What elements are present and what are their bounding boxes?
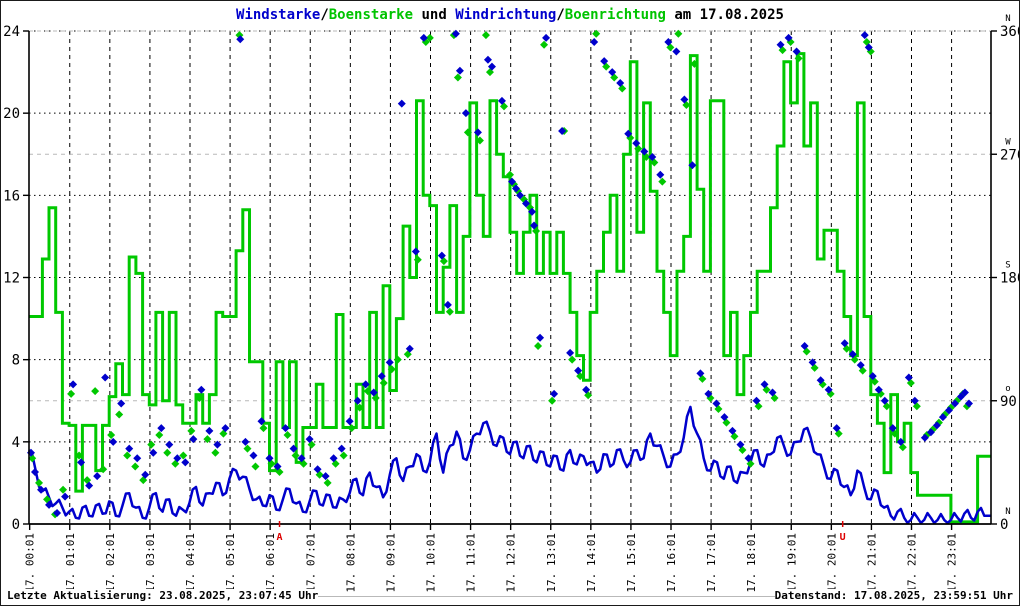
y-left-tick-label: 8 xyxy=(12,353,20,369)
x-tick-label: 17. 15:01 xyxy=(625,533,638,593)
footer-divider xyxy=(249,596,833,597)
axes xyxy=(23,30,997,530)
x-tick-label: 17. 06:01 xyxy=(264,533,277,593)
x-tick-label: 17. 09:01 xyxy=(384,533,397,593)
compass-letter: W xyxy=(1005,137,1011,147)
y-right-tick-label: 0 xyxy=(1000,517,1008,533)
x-tick-label: 17. 23:01 xyxy=(946,533,959,593)
y-left-tick-label: 20 xyxy=(3,106,20,122)
x-tick-label: 17. 19:01 xyxy=(785,533,798,593)
gust-speed-line xyxy=(29,52,991,524)
x-tick-label: 17. 01:01 xyxy=(64,533,77,593)
y-left-tick-label: 0 xyxy=(12,517,20,533)
y-left-tick-label: 12 xyxy=(3,271,20,287)
gust-direction-dots xyxy=(28,29,971,519)
x-tick-label: 17. 17:01 xyxy=(705,533,718,593)
last-update-text: Letzte Aktualisierung: 23.08.2025, 23:07… xyxy=(7,589,319,602)
x-tick-label: 17. 04:01 xyxy=(184,533,197,593)
y-left-tick-label: 24 xyxy=(3,24,20,40)
data-state-text: Datenstand: 17.08.2025, 23:59:51 Uhr xyxy=(774,589,1013,602)
chart-title-part: und xyxy=(413,7,456,23)
wind-direction-dots xyxy=(27,29,973,518)
x-tick-label: 17. 18:01 xyxy=(745,533,758,593)
y-left-tick-label: 16 xyxy=(3,188,20,204)
x-tick-label: 17. 13:01 xyxy=(545,533,558,593)
x-tick-label: 17. 21:01 xyxy=(865,533,878,593)
y-right-tick-label: 90 xyxy=(1000,394,1017,410)
y-right-tick-label: 180 xyxy=(1000,271,1020,287)
chart-title-part: Windrichtung xyxy=(455,7,557,23)
x-tick-label: 17. 22:01 xyxy=(906,533,919,593)
y-right-tick-label: 360 xyxy=(1000,24,1020,40)
axis-labels: 048121620240N90o180S270W360N17. 00:0117.… xyxy=(3,14,1020,593)
y-left-tick-label: 4 xyxy=(12,435,20,451)
wind-speed-line xyxy=(27,405,991,525)
compass-letter: o xyxy=(1005,384,1010,394)
y-right-tick-label: 270 xyxy=(1000,147,1020,163)
chart-title-part: / xyxy=(320,7,329,23)
x-tick-label: 17. 05:01 xyxy=(224,533,237,593)
x-tick-label: 17. 02:01 xyxy=(104,533,117,593)
x-tick-label: 17. 00:01 xyxy=(24,533,37,593)
chart-title-part: Boenrichtung xyxy=(564,7,666,23)
x-tick-label: 17. 14:01 xyxy=(585,533,598,593)
chart-title-part: Windstarke xyxy=(236,7,321,23)
sunrise-marker: A xyxy=(277,532,283,543)
compass-letter: N xyxy=(1005,14,1010,24)
x-tick-label: 17. 11:01 xyxy=(465,533,478,593)
chart-title: Windstarke/Boenstarke und Windrichtung/B… xyxy=(1,7,1019,23)
compass-letter: S xyxy=(1005,261,1010,271)
x-tick-label: 17. 03:01 xyxy=(144,533,157,593)
chart-title-part: am 17.08.2025 xyxy=(665,7,784,23)
x-tick-label: 17. 07:01 xyxy=(304,533,317,593)
x-tick-label: 17. 10:01 xyxy=(425,533,438,593)
compass-letter: N xyxy=(1005,507,1010,517)
x-tick-label: 17. 12:01 xyxy=(505,533,518,593)
chart-title-part: Boenstarke xyxy=(328,7,414,23)
sunset-marker: U xyxy=(840,532,846,543)
x-tick-label: 17. 16:01 xyxy=(665,533,678,593)
chart-title-part: / xyxy=(556,7,565,23)
x-tick-label: 17. 20:01 xyxy=(825,533,838,593)
x-tick-label: 17. 08:01 xyxy=(344,533,357,593)
